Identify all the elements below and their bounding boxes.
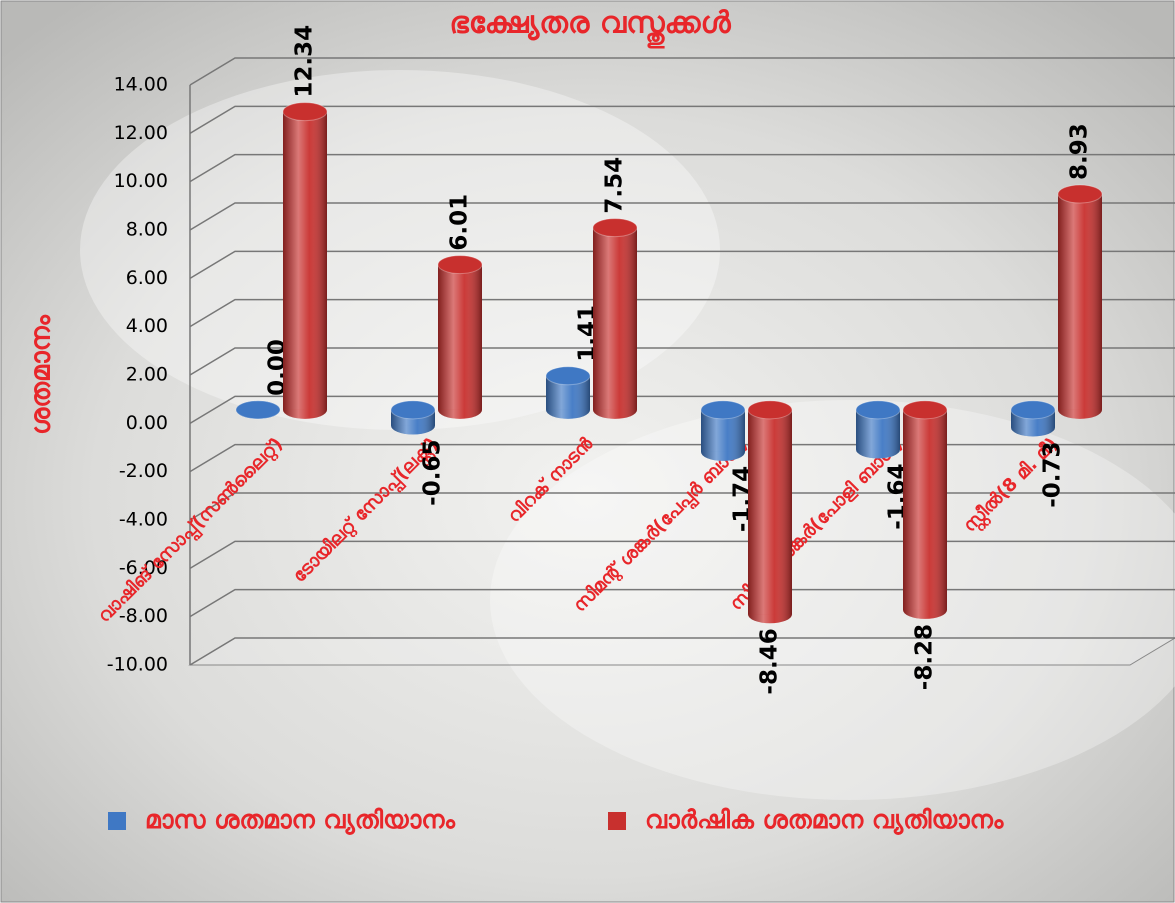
bar-shade [748, 409, 792, 615]
y-tick-label: -10.00 [107, 654, 168, 676]
y-tick-label: 14.00 [114, 74, 168, 96]
floor [188, 637, 1175, 666]
cylinder-top [282, 102, 328, 122]
value-label: 7.54 [602, 157, 628, 214]
bar-shade [283, 111, 327, 410]
cylinder-top [1010, 400, 1056, 420]
value-label: 6.01 [447, 194, 473, 251]
y-tick-label: -4.00 [119, 509, 168, 531]
cylinder-top [437, 255, 483, 275]
y-tick-label: 6.00 [126, 267, 168, 289]
cylinder-top [592, 218, 638, 238]
y-tick-label: 4.00 [126, 315, 168, 337]
y-tick-label: -6.00 [119, 557, 168, 579]
cylinder-top [1057, 184, 1103, 204]
value-label: -0.73 [1040, 441, 1066, 507]
value-label: -8.46 [757, 628, 783, 694]
cylinder-top [855, 400, 901, 420]
bar-shade [438, 264, 482, 410]
legend-label: വാർഷിക ശതമാന വ്യതിയാനം [645, 805, 1004, 835]
cylinder-top [390, 400, 436, 420]
grid-line [189, 347, 1175, 376]
grid-line [189, 250, 1175, 279]
cylinder-top [902, 400, 948, 420]
cylinder-top [545, 366, 591, 386]
legend-label: മാസ ശതമാന വ്യതിയാനം [145, 805, 455, 835]
y-tick-label: 10.00 [114, 170, 168, 192]
cylinder-top [700, 400, 746, 420]
bar-shade [1058, 194, 1102, 410]
y-tick-label: 8.00 [126, 219, 168, 241]
grid-line [189, 588, 1175, 618]
grid-line [189, 637, 1175, 666]
texture [490, 400, 1175, 800]
y-tick-label: 2.00 [126, 364, 168, 386]
grid-line [189, 540, 1175, 569]
y-tick-label: 12.00 [114, 122, 168, 144]
grid-line [189, 202, 1175, 231]
grid-line [189, 298, 1175, 328]
texture [80, 70, 720, 430]
y-tick-label: -8.00 [119, 605, 168, 627]
bar-shade [903, 409, 947, 610]
cylinder-top [747, 400, 793, 420]
grid-line [189, 492, 1175, 521]
grid-line [189, 395, 1175, 424]
grid-line [189, 153, 1175, 183]
grid-line [189, 105, 1175, 134]
legend-swatch [608, 812, 626, 830]
value-label: -0.65 [420, 440, 446, 506]
cylinder-top [235, 400, 281, 420]
y-tick-label: 0.00 [126, 412, 168, 434]
bar-shade [593, 227, 637, 410]
y-tick-label: -2.00 [119, 460, 168, 482]
grid-line [189, 57, 1175, 86]
value-label: -8.28 [912, 624, 938, 690]
legend-swatch [108, 812, 126, 830]
value-label: 12.34 [292, 25, 318, 98]
value-label: 8.93 [1067, 123, 1093, 180]
y-axis-label: ശതമാനം [26, 314, 57, 435]
